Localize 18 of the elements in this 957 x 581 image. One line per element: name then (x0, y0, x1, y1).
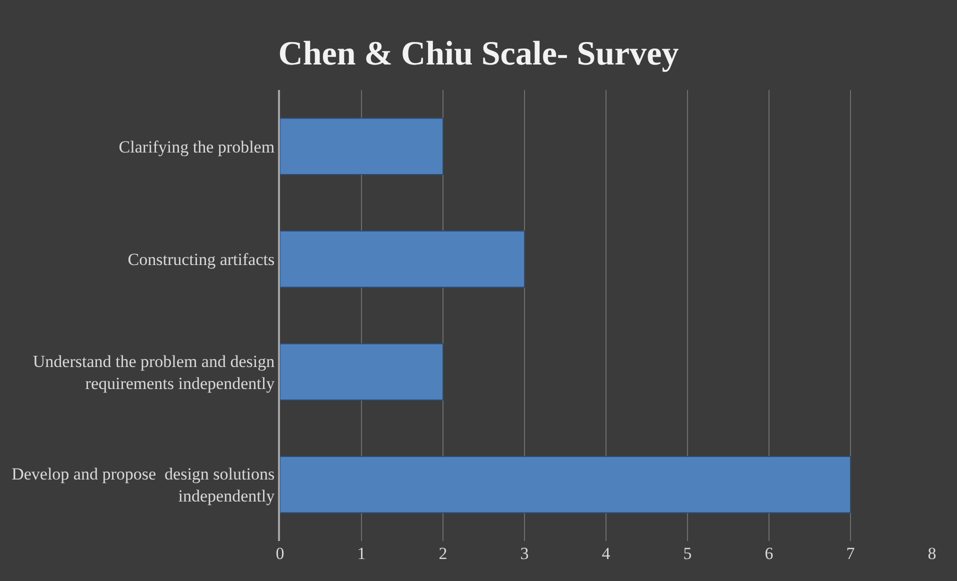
y-tick-label: Constructing artifacts (128, 250, 275, 270)
x-tick-label: 7 (846, 544, 856, 563)
bar (280, 456, 851, 514)
x-tick-label: 5 (683, 544, 692, 563)
x-tick-label: 0 (276, 544, 284, 563)
y-tick-label: Understand the problem and design requirements independently (32, 352, 276, 393)
bar (280, 230, 525, 288)
bar (280, 118, 444, 176)
chart-title: Chen & Chiu Scale- Survey (278, 35, 679, 72)
x-tick-label: 6 (764, 544, 774, 563)
x-tick-label: 2 (438, 544, 448, 563)
x-tick-label: 3 (520, 544, 529, 563)
x-tick-label: 1 (357, 544, 366, 563)
x-tick-label: 8 (928, 544, 936, 563)
y-tick-label: Develop and propose design solutions independently (12, 464, 276, 506)
bar (280, 343, 444, 401)
y-tick-label: Clarifying the problem (118, 137, 275, 156)
x-tick-label: 4 (602, 544, 611, 563)
